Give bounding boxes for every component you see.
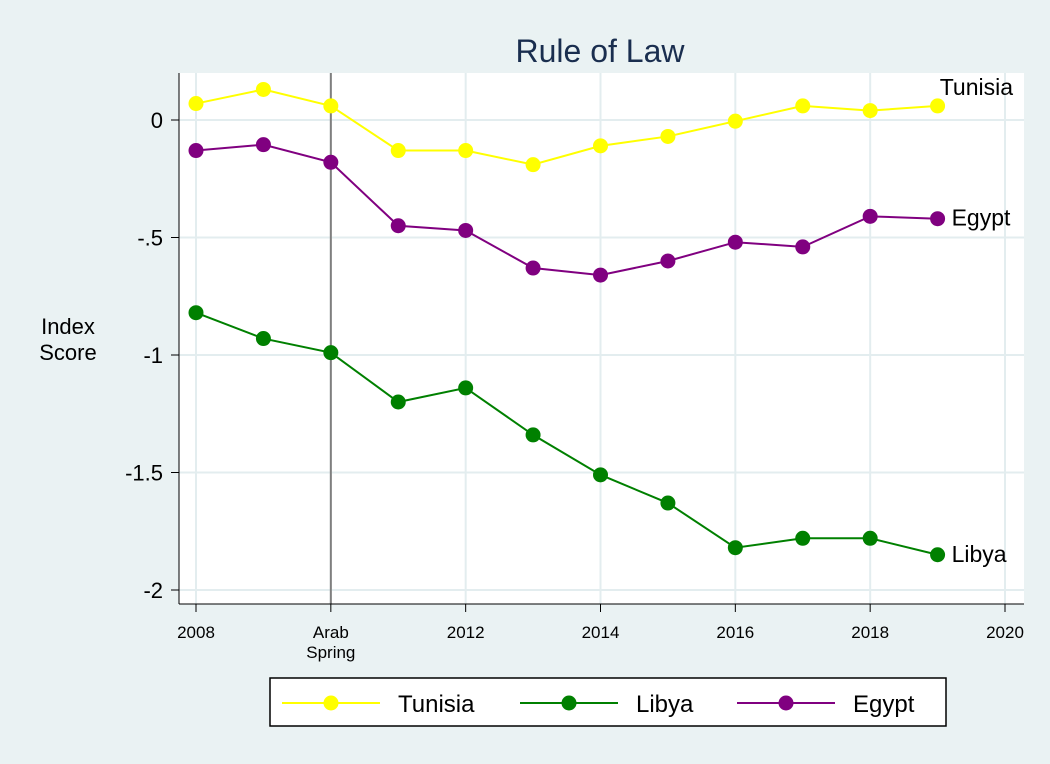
y-axis-title-line: Score bbox=[39, 340, 96, 365]
data-point-libya bbox=[323, 345, 339, 361]
series-egypt bbox=[188, 137, 946, 283]
data-point-egypt bbox=[593, 267, 608, 283]
data-point-libya bbox=[390, 394, 406, 410]
data-point-tunisia bbox=[930, 98, 946, 114]
x-tick-label: Arab bbox=[313, 623, 349, 642]
data-point-egypt bbox=[458, 222, 474, 238]
x-tick-label: Spring bbox=[306, 643, 355, 662]
series-group bbox=[188, 81, 946, 563]
data-point-libya bbox=[727, 540, 743, 556]
data-point-egypt bbox=[188, 143, 204, 159]
series-libya bbox=[188, 305, 946, 563]
data-point-tunisia bbox=[795, 98, 811, 114]
x-tick-label: 2016 bbox=[716, 623, 754, 642]
legend-marker-libya bbox=[561, 695, 577, 711]
y-tick-label: -1.5 bbox=[125, 461, 163, 486]
legend-item-libya: Libya bbox=[520, 691, 694, 718]
legend: Tunisia Libya Egypt bbox=[269, 677, 947, 727]
data-point-tunisia bbox=[593, 138, 608, 154]
data-point-egypt bbox=[660, 253, 676, 269]
y-tick-label: -1 bbox=[143, 343, 163, 368]
end-label-egypt: Egypt bbox=[952, 205, 1011, 231]
legend-label-tunisia: Tunisia bbox=[398, 691, 475, 718]
data-point-egypt bbox=[795, 239, 811, 255]
x-tick-label: 2012 bbox=[447, 623, 485, 642]
data-point-tunisia bbox=[862, 103, 878, 119]
data-point-egypt bbox=[255, 137, 271, 153]
x-tick-label: 2018 bbox=[851, 623, 889, 642]
series-line-tunisia bbox=[195, 88, 938, 166]
data-point-libya bbox=[795, 530, 811, 546]
series-line-libya bbox=[195, 311, 938, 556]
data-point-tunisia bbox=[188, 96, 204, 112]
data-point-libya bbox=[458, 380, 474, 396]
data-point-egypt bbox=[525, 260, 541, 276]
data-point-libya bbox=[862, 530, 878, 546]
chart-title: Rule of Law bbox=[516, 33, 686, 69]
series-line-egypt bbox=[195, 143, 938, 277]
data-point-tunisia bbox=[525, 157, 541, 173]
data-point-tunisia bbox=[390, 143, 406, 159]
data-point-libya bbox=[255, 331, 271, 347]
x-tick-label: 2014 bbox=[582, 623, 620, 642]
data-point-egypt bbox=[930, 211, 946, 227]
data-point-egypt bbox=[727, 234, 743, 250]
legend-label-libya: Libya bbox=[636, 691, 694, 718]
legend-item-egypt: Egypt bbox=[737, 691, 915, 718]
data-point-libya bbox=[660, 495, 676, 511]
data-point-tunisia bbox=[255, 81, 271, 97]
x-tick-label: 2008 bbox=[177, 623, 215, 642]
data-point-libya bbox=[188, 305, 204, 321]
data-point-egypt bbox=[862, 208, 878, 224]
legend-marker-egypt bbox=[778, 695, 794, 711]
series-tunisia bbox=[188, 81, 946, 173]
x-tick-label: 2020 bbox=[986, 623, 1024, 642]
grid-lines bbox=[179, 73, 1024, 604]
end-label-tunisia: Tunisia bbox=[940, 74, 1013, 100]
legend-item-tunisia: Tunisia bbox=[282, 691, 475, 718]
data-point-egypt bbox=[390, 218, 406, 234]
data-point-tunisia bbox=[458, 143, 474, 159]
y-tick-label: -2 bbox=[143, 578, 163, 603]
data-point-egypt bbox=[323, 154, 339, 170]
y-tick-label: 0 bbox=[151, 108, 163, 133]
y-tick-label: -.5 bbox=[137, 226, 163, 251]
data-point-libya bbox=[593, 467, 608, 483]
legend-marker-tunisia bbox=[323, 695, 339, 711]
data-point-libya bbox=[930, 547, 946, 563]
data-point-tunisia bbox=[323, 98, 339, 114]
end-labels: Tunisia Egypt Libya bbox=[940, 74, 1013, 567]
data-point-tunisia bbox=[727, 113, 743, 129]
data-point-tunisia bbox=[660, 128, 676, 144]
end-label-libya: Libya bbox=[952, 541, 1007, 567]
data-point-libya bbox=[525, 427, 541, 443]
y-axis-title-line: Index bbox=[41, 314, 95, 339]
legend-label-egypt: Egypt bbox=[853, 691, 915, 718]
